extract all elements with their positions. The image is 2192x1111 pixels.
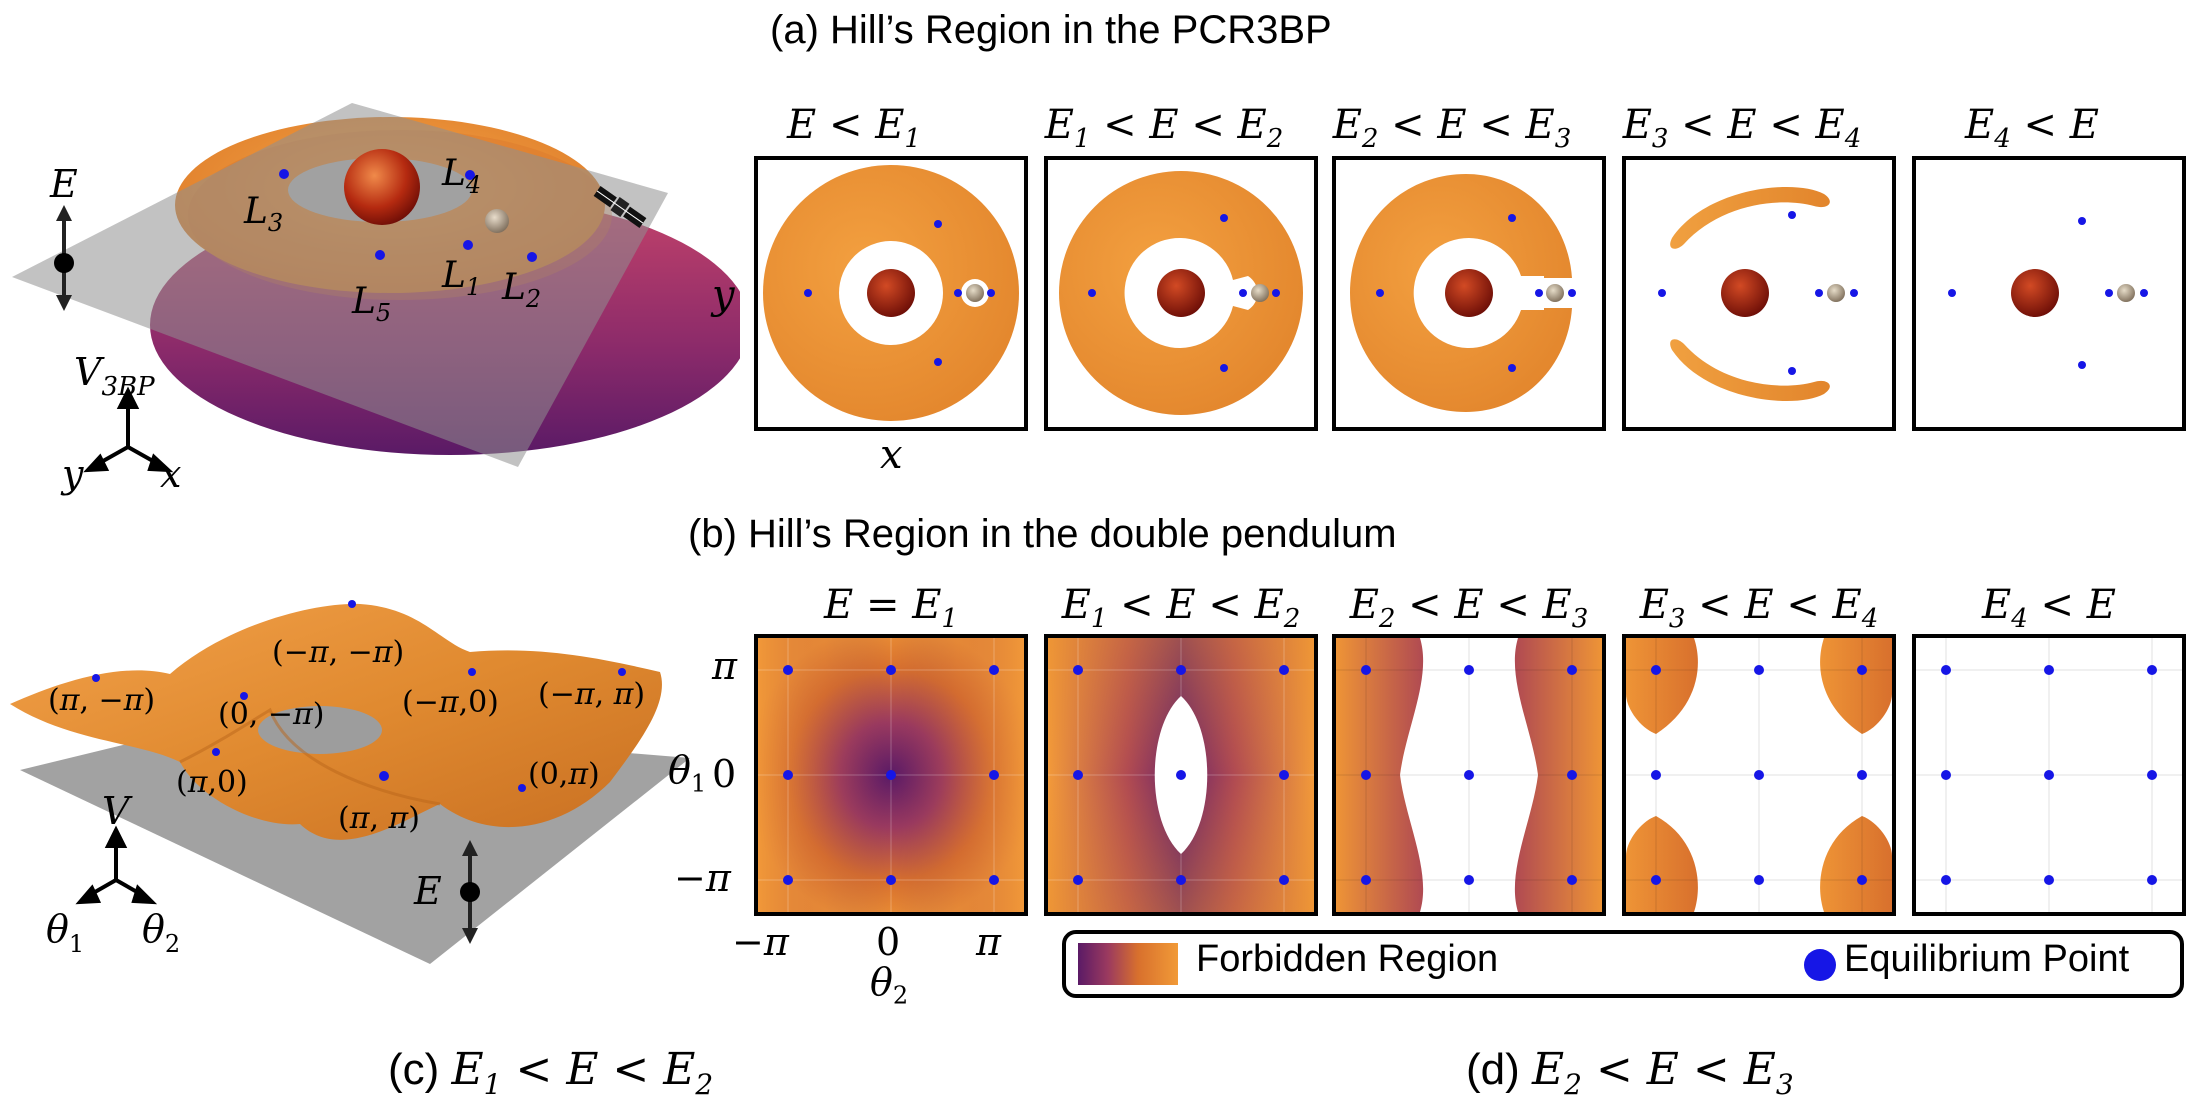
axis-theta2-label: θ2: [142, 907, 180, 958]
equilibrium-point-icon: [1804, 949, 1836, 981]
planet-icon: [1827, 284, 1845, 302]
panel-a4-label: E3 < E < E4: [1622, 102, 1862, 154]
panel-b1: [754, 634, 1028, 916]
planet-icon: [966, 284, 984, 302]
section-a-title: (a) Hill’s Region in the PCR3BP: [770, 8, 1332, 52]
lagrange-point-l1: [463, 240, 473, 250]
panel-b5: [1912, 634, 2186, 916]
x-axis-label-theta2: θ2: [870, 960, 909, 1010]
satellite-icon: [593, 186, 647, 228]
panel-a2: [1044, 156, 1318, 431]
panel-b1-label: E = E1: [824, 582, 958, 634]
energy-label: E: [413, 869, 442, 913]
caption-d: (d) E2 < E < E3: [1466, 1044, 1794, 1101]
sun-icon: [867, 269, 915, 317]
axes-glyph: [83, 386, 174, 473]
caption-c: (c) E1 < E < E2: [388, 1044, 714, 1101]
sun-icon: [2011, 269, 2059, 317]
panel-a4: [1622, 156, 1896, 431]
panel-b5-label: E4 < E: [1982, 582, 2116, 634]
lagrange-point-l2: [527, 252, 537, 262]
axes-glyph: [75, 825, 158, 905]
x-tick-pi: π: [976, 920, 1001, 964]
label-0-pi: (0,π): [528, 757, 600, 792]
label-neg-pi-0: (−π,0): [402, 685, 499, 720]
planet-icon: [1251, 284, 1269, 302]
label-pi-0: (π,0): [176, 765, 248, 800]
sun-icon: [344, 149, 420, 225]
panel-b4-label: E3 < E < E4: [1639, 582, 1879, 634]
axis-y-label: y: [60, 452, 84, 496]
panel-a1-label: E < E1: [787, 102, 921, 154]
panel-a3: [1332, 156, 1606, 431]
planet-icon: [2117, 284, 2135, 302]
lagrange-point-l5: [375, 250, 385, 260]
axis-theta1-label: θ1: [46, 907, 84, 958]
panel-a5-label: E4 < E: [1965, 102, 2099, 154]
energy-plane: [12, 103, 668, 467]
sun-icon: [1157, 269, 1205, 317]
panel-b2: [1044, 634, 1318, 916]
panel-a1: [754, 156, 1028, 431]
label-neg-pi-pi: (−π, π): [538, 677, 645, 712]
pcr3bp-potential-surface: L3 L4 L5 L1 L2 E V3BP y x: [12, 103, 740, 496]
energy-label: E: [49, 162, 78, 206]
label-0-neg-pi: (0, −π): [218, 697, 324, 732]
x-tick-neg-pi: −π: [732, 920, 789, 964]
axis-x-label: x: [160, 452, 181, 496]
axis-y-label-a: y: [712, 272, 735, 318]
legend-forbidden-label: Forbidden Region: [1196, 938, 1499, 980]
panel-b3: [1332, 634, 1606, 916]
planet-icon: [1546, 284, 1564, 302]
energy-arrow: [54, 205, 74, 311]
sun-icon: [1721, 269, 1769, 317]
label-neg-pi-neg-pi: (−π, −π): [272, 635, 404, 670]
lagrange-point-l3: [279, 169, 289, 179]
sun-icon: [1445, 269, 1493, 317]
panel-a5: [1912, 156, 2186, 431]
panel-a3-label: E2 < E < E3: [1332, 102, 1572, 154]
lagrange-point-l4: [465, 170, 475, 180]
planet-icon: [485, 209, 509, 233]
label-pi-pi: (π, π): [338, 801, 420, 836]
pendulum-potential-surface: (−π, −π) (π, −π) (0, −π) (−π,0) (−π, π) …: [10, 600, 690, 964]
y-axis-label-theta1: θ1: [668, 748, 707, 798]
y-tick-pi: π: [712, 644, 737, 688]
y-tick-neg-pi: −π: [674, 856, 731, 900]
legend-equilibrium-label: Equilibrium Point: [1844, 938, 2130, 980]
panel-a2-label: E1 < E < E2: [1044, 102, 1284, 154]
potential-label: V3BP: [74, 350, 155, 402]
panel-b3-label: E2 < E < E3: [1349, 582, 1589, 634]
section-b-title: (b) Hill’s Region in the double pendulum: [688, 512, 1397, 556]
axis-x-label-a: x: [880, 432, 903, 478]
legend: Forbidden Region Equilibrium Point: [1062, 930, 2184, 998]
panel-b4: [1622, 634, 1896, 916]
panel-b2-label: E1 < E < E2: [1061, 582, 1301, 634]
surface-hole: [258, 706, 382, 754]
forbidden-region-swatch: [1078, 943, 1178, 985]
y-tick-0: 0: [712, 752, 737, 796]
x-tick-0: 0: [876, 920, 901, 964]
energy-arrow: [460, 840, 480, 944]
label-pi-neg-pi: (π, −π): [48, 683, 155, 718]
potential-label: V: [102, 789, 133, 833]
